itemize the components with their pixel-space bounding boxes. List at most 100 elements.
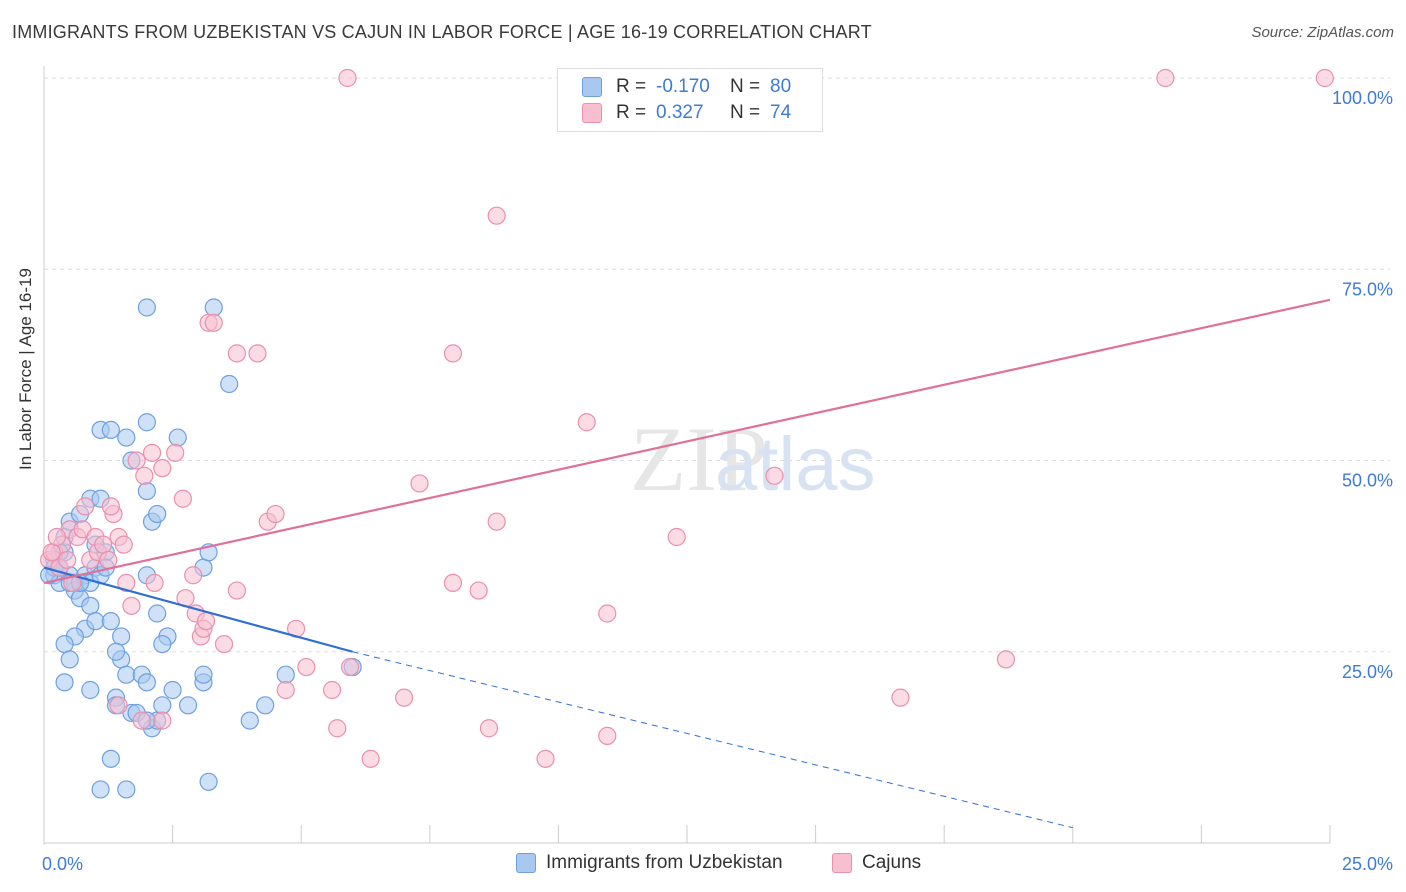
data-point: [58, 550, 77, 570]
data-point: [276, 680, 295, 700]
data-point: [173, 489, 192, 508]
data-point: [132, 711, 151, 730]
data-point: [135, 466, 154, 485]
data-point: [276, 665, 295, 684]
legend-n-value: 80: [770, 76, 792, 97]
data-point: [227, 581, 246, 600]
data-point: [178, 696, 198, 715]
tick-labels: 25.0% 50.0% 75.0% 100.0% 0.0% 25.0%: [42, 88, 1393, 874]
data-point: [199, 772, 218, 791]
chart-title: IMMIGRANTS FROM UZBEKISTAN VS CAJUN IN L…: [12, 22, 872, 42]
data-point: [109, 696, 128, 715]
bottom-legend-label-uzbekistan: Immigrants from Uzbekistan: [546, 852, 783, 873]
grid-lines: [44, 77, 1390, 653]
chart-source: Source: ZipAtlas.com: [1251, 24, 1394, 41]
y-tick-label: 75.0%: [1342, 279, 1393, 299]
data-point: [394, 688, 414, 707]
legend-n-label: N =: [730, 76, 761, 97]
y-tick-label: 25.0%: [1342, 662, 1393, 682]
bottom-legend-swatch-cajuns: [832, 853, 852, 873]
data-point: [194, 665, 213, 684]
data-point: [443, 344, 463, 363]
data-point: [148, 604, 167, 623]
y-tick-label: 100.0%: [1332, 88, 1393, 108]
data-point: [184, 566, 203, 585]
data-point: [137, 298, 156, 317]
data-point: [163, 680, 182, 700]
watermark-atlas: atlas: [715, 422, 876, 507]
data-point: [55, 634, 74, 654]
data-point: [410, 474, 429, 493]
data-point: [153, 696, 172, 715]
data-point: [322, 680, 342, 700]
axes: [43, 66, 1331, 845]
data-point: [168, 428, 187, 447]
data-point: [117, 780, 136, 799]
data-point: [137, 482, 156, 501]
data-point: [891, 688, 910, 707]
bottom-legend-uzbekistan: Immigrants from Uzbekistan: [516, 852, 783, 874]
bottom-legend-swatch-uzbekistan: [516, 853, 536, 873]
data-point: [577, 413, 596, 432]
data-point: [42, 543, 61, 562]
data-point: [137, 673, 156, 692]
data-point: [338, 68, 357, 88]
data-point: [153, 459, 172, 478]
data-point: [266, 504, 285, 524]
data-point: [117, 428, 136, 447]
correlation-legend: R = -0.170 N = 80 R = 0.327 N = 74: [557, 68, 823, 132]
data-point: [667, 527, 686, 547]
data-point: [91, 780, 110, 799]
series-cajuns-points: [40, 68, 1334, 768]
data-point: [204, 313, 223, 332]
data-point: [469, 581, 488, 600]
data-point: [166, 443, 185, 462]
legend-swatch-cajuns: [582, 103, 602, 123]
data-point: [479, 719, 499, 738]
data-point: [256, 696, 275, 715]
data-point: [153, 711, 172, 730]
legend-row-uzbekistan: R = -0.170 N = 80: [582, 75, 791, 99]
data-point: [598, 604, 617, 623]
data-point: [196, 612, 216, 631]
data-point: [142, 443, 162, 462]
data-point: [127, 451, 146, 470]
data-point: [145, 573, 164, 593]
data-point: [536, 749, 555, 768]
data-point: [204, 298, 223, 317]
data-point: [76, 497, 95, 516]
data-point: [297, 657, 316, 677]
legend-n-label: N =: [730, 102, 761, 123]
data-point: [117, 665, 136, 684]
trend-line-cajuns: [43, 298, 1331, 584]
data-point: [487, 206, 506, 225]
data-point: [340, 657, 360, 677]
legend-r-label: R =: [616, 102, 647, 123]
legend-r-value: -0.170: [656, 76, 710, 97]
legend-r-label: R =: [616, 76, 647, 97]
data-point: [248, 344, 267, 363]
legend-n-value: 74: [770, 102, 792, 123]
data-point: [220, 374, 239, 394]
data-point: [81, 596, 100, 615]
data-point: [117, 573, 136, 593]
legend-r-value: 0.327: [656, 102, 704, 123]
data-point: [112, 627, 131, 646]
data-point: [122, 596, 141, 615]
data-point: [227, 344, 246, 363]
watermark: ZIP atlas: [630, 408, 876, 510]
data-point: [1315, 68, 1334, 88]
trend-line-uzbekistan-extension: [352, 651, 1073, 829]
data-point: [1156, 68, 1175, 88]
data-point: [55, 673, 74, 692]
data-point: [86, 612, 105, 631]
data-point: [101, 612, 120, 631]
data-point: [60, 650, 79, 669]
watermark-zip: ZIP: [630, 408, 768, 510]
data-point: [114, 535, 133, 554]
data-point: [101, 749, 120, 768]
legend-swatch-uzbekistan: [582, 77, 602, 97]
trend-line-uzbekistan: [43, 566, 353, 653]
data-point: [443, 573, 463, 593]
